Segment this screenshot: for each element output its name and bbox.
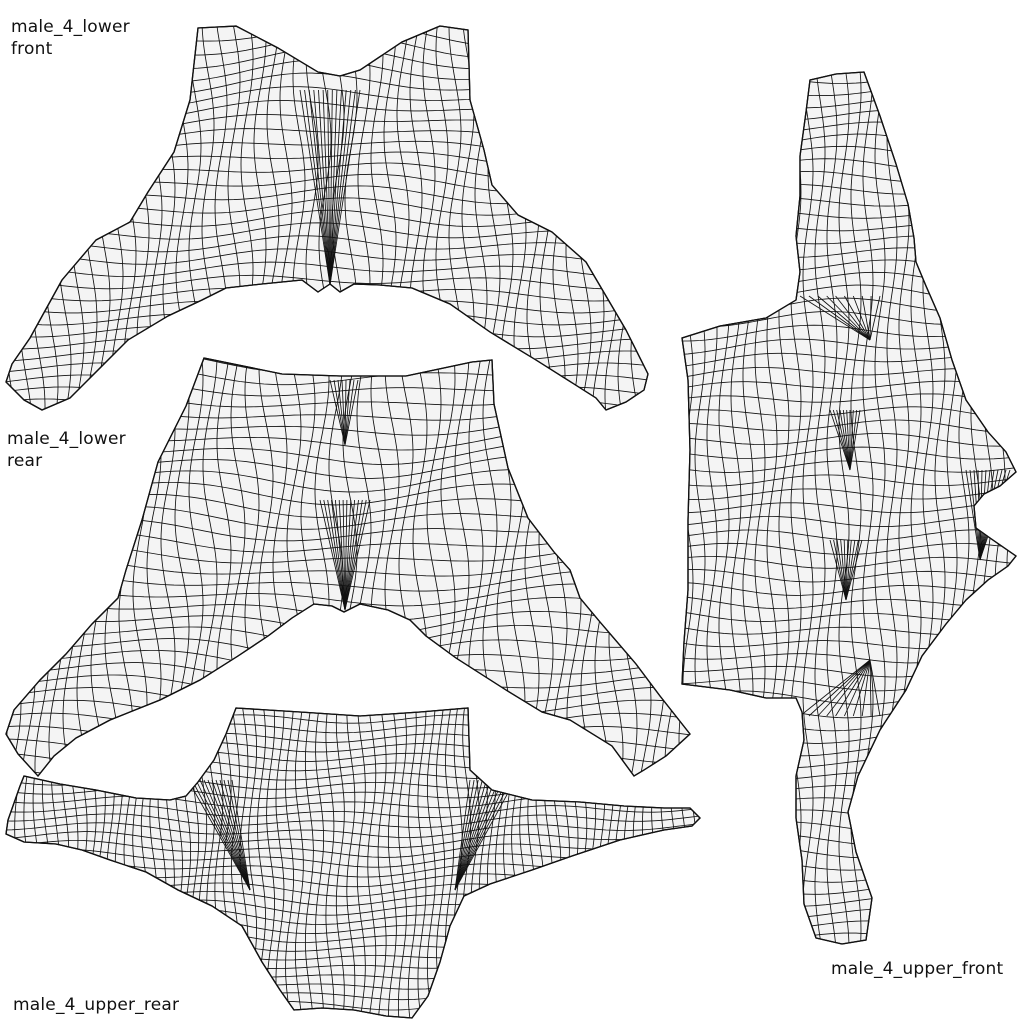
uv-piece-lower-front [5,25,649,411]
label-upper-rear: male_4_upper_rear [13,995,180,1015]
label-lower-rear: male_4_lower rear [7,429,126,471]
uv-piece-upper-front [681,71,1017,945]
label-lower-front: male_4_lower front [11,17,130,59]
label-upper-front: male_4_upper_front [831,959,1004,979]
uv-piece-upper-rear [5,707,701,1019]
